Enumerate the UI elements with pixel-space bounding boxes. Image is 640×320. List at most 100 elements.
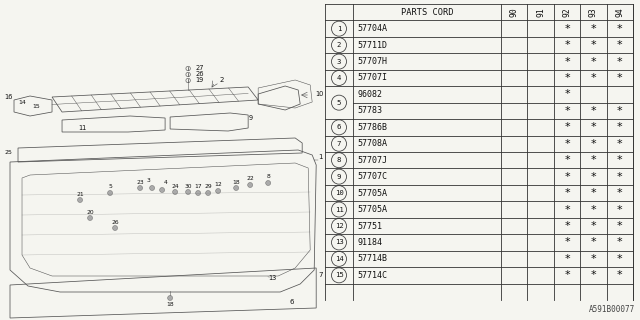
Text: 8: 8	[337, 157, 341, 163]
Text: *: *	[617, 172, 623, 182]
Text: 30: 30	[184, 183, 192, 188]
Text: *: *	[591, 270, 596, 280]
Text: 14: 14	[335, 256, 344, 262]
Text: *: *	[591, 57, 596, 67]
Text: *: *	[617, 204, 623, 214]
Text: 57783: 57783	[357, 106, 382, 116]
Text: 92: 92	[563, 7, 572, 17]
Text: 57707C: 57707C	[357, 172, 387, 181]
Text: 11: 11	[78, 125, 86, 131]
Circle shape	[138, 186, 143, 190]
Text: *: *	[564, 122, 570, 132]
Text: 26: 26	[111, 220, 119, 225]
Text: 57707J: 57707J	[357, 156, 387, 165]
Text: *: *	[564, 40, 570, 50]
Text: 3: 3	[146, 179, 150, 183]
Text: 29: 29	[204, 185, 212, 189]
Text: 57786B: 57786B	[357, 123, 387, 132]
Text: 13: 13	[268, 275, 276, 281]
Text: *: *	[564, 155, 570, 165]
Text: 94: 94	[615, 7, 624, 17]
Circle shape	[77, 197, 83, 203]
Text: 2: 2	[220, 77, 225, 83]
Text: *: *	[591, 24, 596, 34]
Circle shape	[196, 190, 200, 196]
Text: *: *	[591, 204, 596, 214]
Text: 6: 6	[337, 124, 341, 130]
Circle shape	[88, 215, 93, 220]
Text: 57711D: 57711D	[357, 41, 387, 50]
Text: 57714C: 57714C	[357, 271, 387, 280]
Text: 91184: 91184	[357, 238, 382, 247]
Text: 57707H: 57707H	[357, 57, 387, 66]
Text: 12: 12	[335, 223, 344, 229]
Text: 13: 13	[335, 239, 344, 245]
Text: 10: 10	[315, 91, 324, 97]
Circle shape	[234, 186, 239, 190]
Text: 23: 23	[136, 180, 144, 185]
Text: 57705A: 57705A	[357, 205, 387, 214]
Text: 57714B: 57714B	[357, 254, 387, 263]
Text: 57704A: 57704A	[357, 24, 387, 33]
Text: *: *	[564, 237, 570, 247]
Text: 11: 11	[335, 206, 344, 212]
Text: *: *	[617, 106, 623, 116]
Text: *: *	[591, 172, 596, 182]
Text: 2: 2	[337, 42, 341, 48]
Text: 6: 6	[290, 299, 294, 305]
Text: 25: 25	[4, 149, 12, 155]
Text: 27: 27	[195, 65, 204, 71]
Text: *: *	[617, 73, 623, 83]
Text: 15: 15	[32, 105, 40, 109]
Text: *: *	[591, 254, 596, 264]
Text: *: *	[564, 188, 570, 198]
Text: *: *	[564, 24, 570, 34]
Text: PARTS CORD: PARTS CORD	[401, 8, 453, 17]
Text: 57707I: 57707I	[357, 74, 387, 83]
Text: *: *	[564, 204, 570, 214]
Text: 22: 22	[246, 177, 254, 181]
Text: *: *	[564, 57, 570, 67]
Text: 93: 93	[589, 7, 598, 17]
Text: 5: 5	[337, 100, 341, 106]
Text: *: *	[591, 188, 596, 198]
Text: 9: 9	[337, 174, 341, 180]
Text: *: *	[591, 237, 596, 247]
Text: *: *	[617, 57, 623, 67]
Text: 57708A: 57708A	[357, 139, 387, 148]
Text: 1: 1	[318, 154, 323, 160]
Text: 57751: 57751	[357, 221, 382, 230]
Text: *: *	[591, 40, 596, 50]
Text: 10: 10	[335, 190, 344, 196]
Text: 14: 14	[18, 100, 26, 106]
Circle shape	[205, 190, 211, 196]
Text: 18: 18	[232, 180, 240, 185]
Text: *: *	[564, 73, 570, 83]
Text: *: *	[617, 122, 623, 132]
Text: *: *	[564, 90, 570, 100]
Text: 90: 90	[509, 7, 518, 17]
Text: 21: 21	[76, 191, 84, 196]
Text: *: *	[564, 172, 570, 182]
Text: 4: 4	[337, 75, 341, 81]
Text: *: *	[591, 139, 596, 149]
Circle shape	[173, 189, 178, 195]
Circle shape	[266, 180, 271, 186]
Text: *: *	[564, 270, 570, 280]
Circle shape	[216, 188, 221, 194]
Text: 19: 19	[195, 77, 204, 83]
Text: 7: 7	[337, 141, 341, 147]
Text: 96082: 96082	[357, 90, 382, 99]
Circle shape	[150, 186, 155, 190]
Text: 20: 20	[86, 210, 94, 214]
Text: *: *	[591, 221, 596, 231]
Text: A591B00077: A591B00077	[589, 305, 635, 314]
Text: *: *	[564, 254, 570, 264]
Text: *: *	[591, 106, 596, 116]
Text: *: *	[591, 73, 596, 83]
Text: 26: 26	[195, 71, 204, 77]
Circle shape	[113, 226, 118, 230]
Text: 3: 3	[337, 59, 341, 65]
Text: 18: 18	[166, 301, 174, 307]
Circle shape	[159, 188, 164, 193]
